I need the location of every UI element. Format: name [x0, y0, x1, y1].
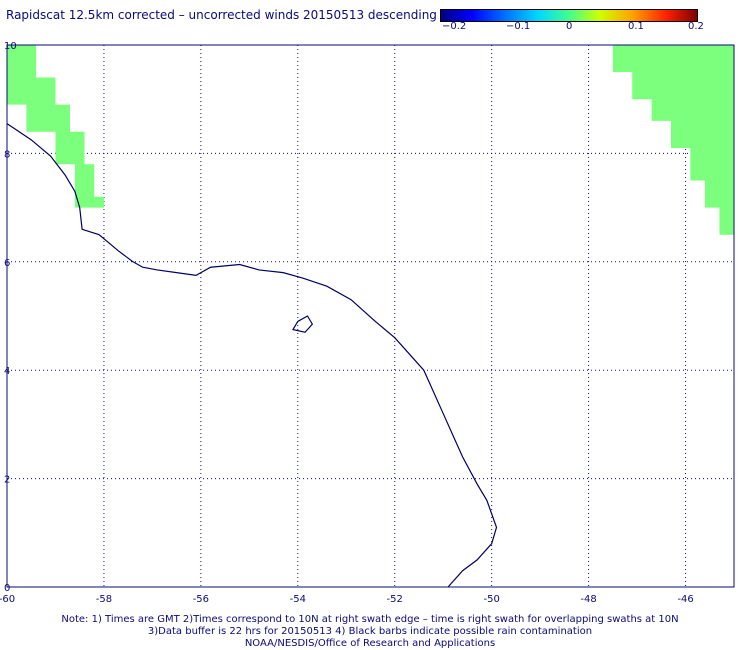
grid [7, 45, 734, 587]
chart-title: Rapidscat 12.5km corrected – uncorrected… [6, 8, 437, 22]
colorbar-tick-1: −0.1 [506, 21, 531, 32]
right-swath-edge [612, 45, 734, 235]
note-line-2: 3)Data buffer is 22 hrs for 20150513 4) … [147, 626, 593, 637]
colorbar-tick-4: 0.2 [688, 21, 704, 32]
colorbar [440, 9, 698, 22]
lat-tick-label: 10 [4, 41, 17, 52]
plot-frame [6, 44, 735, 588]
note-line-1: Note: 1) Times are GMT 2)Times correspon… [61, 614, 679, 625]
colorbar-tick-2: 0 [566, 21, 573, 32]
colorbar-tick-3: 0.1 [628, 21, 644, 32]
swath-group [7, 45, 734, 235]
lat-tick-label: 0 [4, 583, 10, 594]
lon-tick-label: -46 [677, 594, 693, 605]
left-swath-edge [7, 45, 104, 208]
lon-tick-label: -60 [0, 594, 15, 605]
coastline [6, 123, 498, 588]
lon-tick-label: -58 [96, 594, 112, 605]
note-line-3: NOAA/NESDIS/Office of Research and Appli… [244, 638, 496, 649]
lon-tick-label: -52 [387, 594, 403, 605]
lon-tick-label: -56 [193, 594, 209, 605]
colorbar-tick-0: −0.2 [442, 21, 467, 32]
lon-tick-label: -48 [580, 594, 596, 605]
lon-tick-label: -54 [290, 594, 306, 605]
island-outline [292, 315, 314, 333]
lon-tick-label: -50 [483, 594, 499, 605]
coastline-group [6, 123, 498, 588]
notes: Note: 1) Times are GMT 2)Times correspon… [0, 614, 740, 650]
